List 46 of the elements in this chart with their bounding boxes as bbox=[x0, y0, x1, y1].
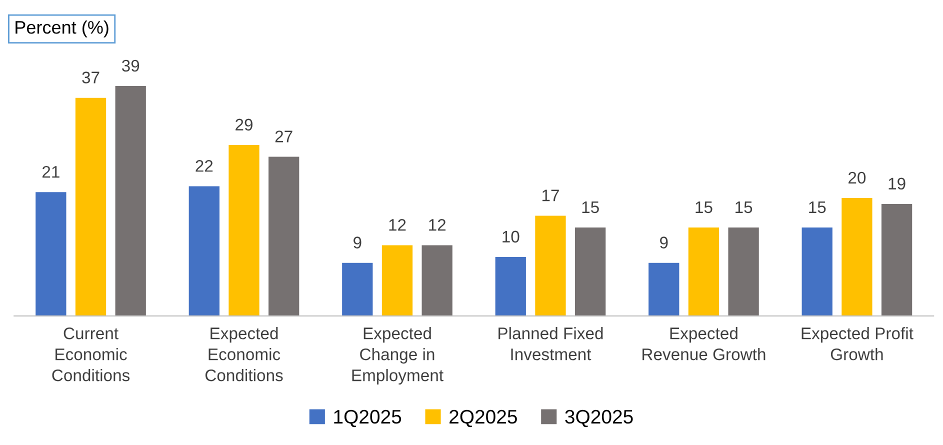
data-label: 9 bbox=[660, 236, 668, 248]
bar bbox=[688, 228, 720, 316]
data-label: 17 bbox=[542, 190, 559, 202]
bar bbox=[648, 262, 680, 316]
bar bbox=[115, 86, 146, 316]
bar bbox=[422, 245, 452, 316]
bar bbox=[228, 144, 260, 316]
x-tick-label: Expected Profit Growth bbox=[802, 327, 914, 360]
data-label: 15 bbox=[696, 201, 712, 214]
bar bbox=[342, 262, 373, 316]
data-label: 10 bbox=[502, 230, 520, 243]
data-label: 39 bbox=[122, 60, 140, 72]
bar bbox=[728, 228, 759, 316]
data-label: 15 bbox=[809, 201, 826, 214]
data-label: 21 bbox=[42, 166, 60, 178]
data-label: 22 bbox=[196, 160, 213, 172]
data-label: 15 bbox=[736, 201, 752, 214]
data-label: 27 bbox=[275, 130, 292, 142]
bar bbox=[535, 216, 566, 316]
bar bbox=[881, 204, 912, 316]
bar bbox=[802, 228, 832, 316]
x-tick-label: Expected Economic Conditions bbox=[205, 327, 283, 382]
data-label: 20 bbox=[848, 172, 866, 184]
data-label: 12 bbox=[389, 219, 406, 231]
x-tick-label: Expected Change in Employment bbox=[352, 327, 444, 385]
legend-label: 2Q2025 bbox=[450, 410, 517, 428]
data-label: 15 bbox=[582, 201, 599, 214]
bar bbox=[382, 245, 413, 316]
x-tick-label: Planned Fixed Investment bbox=[498, 327, 603, 360]
legend-label: 1Q2025 bbox=[334, 410, 402, 428]
x-tick-label: Current Economic Conditions bbox=[52, 328, 130, 382]
legend-label: 3Q2025 bbox=[565, 410, 633, 428]
bar bbox=[188, 186, 220, 316]
data-label: 37 bbox=[82, 72, 100, 84]
bar bbox=[75, 98, 106, 316]
data-label: 12 bbox=[429, 219, 446, 231]
x-tick-label: Expected Revenue Growth bbox=[642, 327, 766, 360]
data-label: 29 bbox=[236, 118, 252, 131]
data-label: 19 bbox=[888, 178, 906, 190]
bar bbox=[574, 228, 606, 316]
bar bbox=[36, 192, 66, 316]
bar bbox=[842, 198, 872, 316]
y-axis-title: Percent (%) bbox=[16, 20, 108, 38]
bar bbox=[268, 156, 300, 316]
bar bbox=[495, 256, 526, 316]
data-label: 9 bbox=[354, 236, 362, 248]
